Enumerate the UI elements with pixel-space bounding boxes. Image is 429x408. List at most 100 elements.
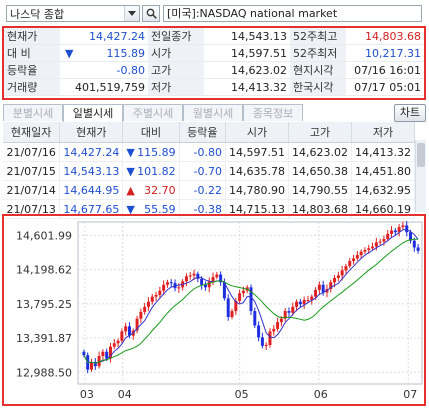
candle-body (139, 311, 143, 319)
candle-body (207, 281, 211, 288)
cell-close: 14,644.95 (59, 180, 124, 200)
quote-row: 등락율 -0.80 고가 14,623.02 현지시각 07/16 16:01 (4, 61, 424, 79)
candle-body (112, 343, 116, 347)
chevron-down-icon[interactable] (124, 6, 139, 21)
tab-daily[interactable]: 일별시세 (63, 104, 123, 122)
cell-rate: -0.70 (179, 161, 226, 181)
candlestick-chart: 14,601.99 14,198.62 13,795.25 13,391.87 12,9… (16, 221, 423, 401)
prev-close: 14,543.13 (204, 28, 290, 45)
tab-minute[interactable]: 분별시세 (3, 104, 63, 121)
up-arrow-icon: ▲ (126, 183, 135, 197)
local-time: 07/16 16:01 (346, 61, 424, 79)
candle-body (291, 306, 295, 313)
cell-low: 14,413.32 (351, 142, 416, 162)
candle-body (382, 238, 386, 242)
candle-body (200, 278, 204, 285)
candle-body (188, 275, 192, 277)
candle-body (249, 287, 253, 312)
search-button[interactable] (142, 5, 160, 22)
open-price: 14,597.51 (204, 44, 290, 62)
candle-body (344, 266, 348, 271)
scrollbar-thumb[interactable] (417, 143, 425, 167)
daily-price-table: 현재일자 현재가 대비 등락율 시가 고가 저가 21/07/16 14,427… (3, 122, 416, 219)
candle-body (283, 311, 287, 319)
table-scrollbar[interactable] (415, 140, 426, 212)
candle-body (287, 311, 291, 313)
quote-label: 저가 (148, 78, 204, 96)
candle-body (386, 233, 390, 239)
y-tick-label: 13,391.87 (16, 332, 72, 345)
quote-label: 52주최저 (290, 44, 346, 62)
candle-body (367, 248, 371, 250)
candle-body (143, 306, 147, 312)
candle-body (238, 293, 242, 301)
candle-body (348, 261, 352, 267)
candle-body (124, 326, 128, 332)
candle-body (268, 331, 272, 345)
candle-body (371, 246, 375, 249)
quote-label: 거래량 (4, 78, 60, 96)
quote-label: 등락율 (4, 61, 60, 79)
candle-body (264, 344, 268, 346)
high-price: 14,623.02 (204, 61, 290, 79)
table-row[interactable]: 21/07/16 14,427.24 ▼ 115.89 -0.80 14,597.… (3, 142, 416, 162)
tab-monthly[interactable]: 월별시세 (183, 104, 243, 121)
column-header[interactable]: 등락율 (179, 122, 226, 143)
candle-body (154, 294, 158, 297)
current-price: 14,427.24 (60, 28, 148, 45)
column-header[interactable]: 고가 (288, 122, 352, 143)
change-rate: -0.80 (60, 61, 148, 79)
quote-label: 대 비 (4, 44, 60, 62)
x-tick-label: 03 (80, 388, 94, 401)
candle-body (390, 230, 394, 234)
tab-info[interactable]: 종목정보 (243, 104, 303, 121)
cell-high: 14,790.55 (288, 180, 352, 200)
table-header-row: 현재일자 현재가 대비 등락율 시가 고가 저가 (3, 122, 416, 143)
candle-body (226, 298, 230, 317)
quote-label: 52주최고 (290, 28, 346, 45)
chart-button[interactable]: 차트 (394, 104, 426, 122)
candle-body (101, 351, 105, 357)
candle-body (409, 232, 413, 241)
candle-body (374, 242, 378, 247)
x-tick-label: 05 (235, 388, 249, 401)
column-header[interactable]: 대비 (122, 122, 180, 143)
candle-body (393, 230, 397, 233)
table-row[interactable]: 21/07/14 14,644.95 ▲ 32.70 -0.22 14,780.9… (3, 180, 416, 200)
candle-body (146, 301, 150, 307)
candle-body (333, 277, 337, 283)
candle-body (279, 318, 283, 323)
down-arrow-icon: ▼ (65, 46, 74, 60)
table-row[interactable]: 21/07/15 14,543.13 ▼ 101.82 -0.70 14,635.… (3, 161, 416, 181)
candle-body (352, 258, 356, 262)
search-icon (146, 8, 157, 19)
candle-body (272, 328, 276, 332)
column-header[interactable]: 현재가 (59, 122, 124, 143)
x-tick-label: 07 (403, 388, 417, 401)
candle-body (120, 331, 124, 341)
quote-row: 현재가 14,427.24 전일종가 14,543.13 52주최고 14,80… (4, 28, 424, 45)
tab-weekly[interactable]: 주별시세 (123, 104, 183, 121)
quote-row: 거래량 401,519,759 저가 14,413.32 한국시각 07/17 … (4, 78, 424, 96)
down-arrow-icon: ▼ (126, 145, 135, 159)
column-header[interactable]: 현재일자 (3, 122, 61, 143)
cell-low: 14,451.80 (351, 161, 416, 181)
quote-panel: 현재가 14,427.24 전일종가 14,543.13 52주최고 14,80… (2, 26, 426, 100)
cell-rate: -0.80 (179, 142, 226, 162)
quote-label: 현재가 (4, 28, 60, 45)
cell-change: ▼ 115.89 (122, 142, 180, 162)
candle-body (196, 273, 200, 279)
candle-body (82, 351, 86, 356)
index-select[interactable]: 나스닥 종합 (6, 5, 140, 22)
x-tick-label: 06 (314, 388, 328, 401)
candle-body (108, 346, 112, 359)
ma-long-line (83, 238, 419, 364)
cell-change: ▲ 32.70 (122, 180, 180, 200)
candle-body (359, 251, 363, 256)
candle-body (105, 351, 109, 359)
candle-body (310, 296, 314, 301)
column-header[interactable]: 시가 (225, 122, 289, 143)
price-chart-panel: 14,601.99 14,198.62 13,795.25 13,391.87 12,9… (2, 214, 426, 406)
candle-body (321, 284, 325, 293)
column-header[interactable]: 저가 (351, 122, 416, 143)
